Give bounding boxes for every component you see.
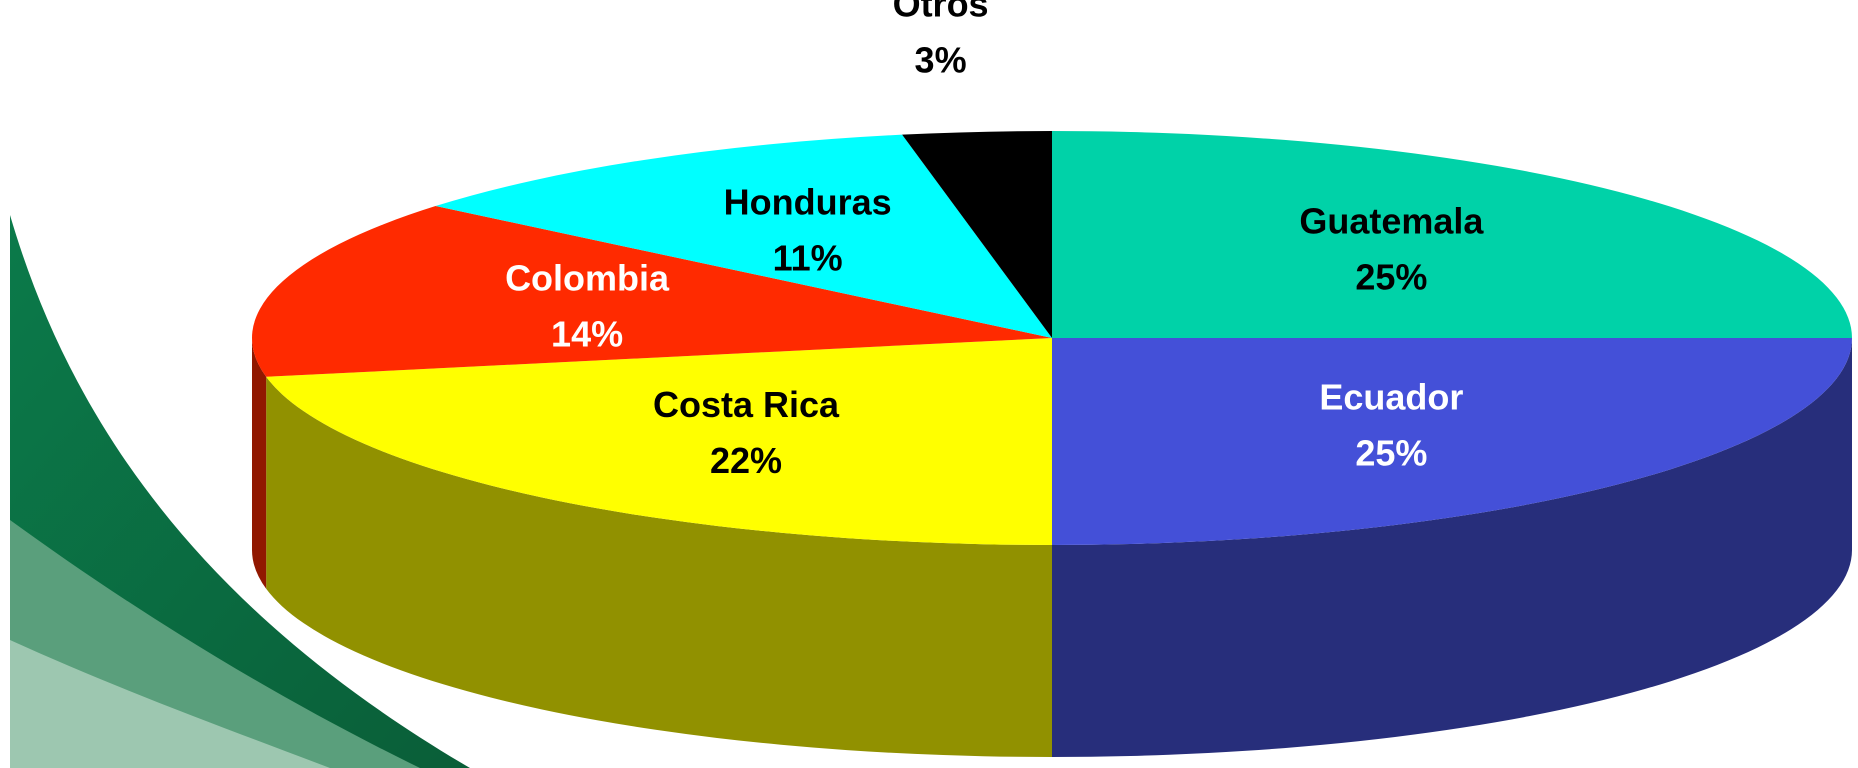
slice [251,206,1052,377]
value-label: 3% [915,40,967,81]
slice-label: Guatemala [1299,201,1484,242]
slice [1052,131,1852,338]
background-swoosh [10,215,470,768]
slice-side [266,376,1053,757]
slice [1052,338,1852,545]
slice [902,131,1052,338]
slice-label: Otros [893,0,989,25]
value-label: 11% [773,238,843,279]
slice-label: Colombia [505,258,670,299]
slice [435,134,1052,338]
swoosh-light [10,640,330,768]
slice-label: Honduras [724,182,892,223]
value-label: 25% [1355,257,1427,298]
slice-side [252,338,267,589]
value-label: 22% [710,440,782,481]
pie: Guatemala 25% Ecuador 25% Costa Rica 22% Colom… [251,0,1852,757]
value-label: 14% [551,314,623,355]
slice [266,338,1053,545]
slice-label: Ecuador [1319,376,1463,417]
slice-label: Costa Rica [653,384,840,425]
slice-side [1052,338,1852,757]
value-label: 25% [1355,432,1427,473]
